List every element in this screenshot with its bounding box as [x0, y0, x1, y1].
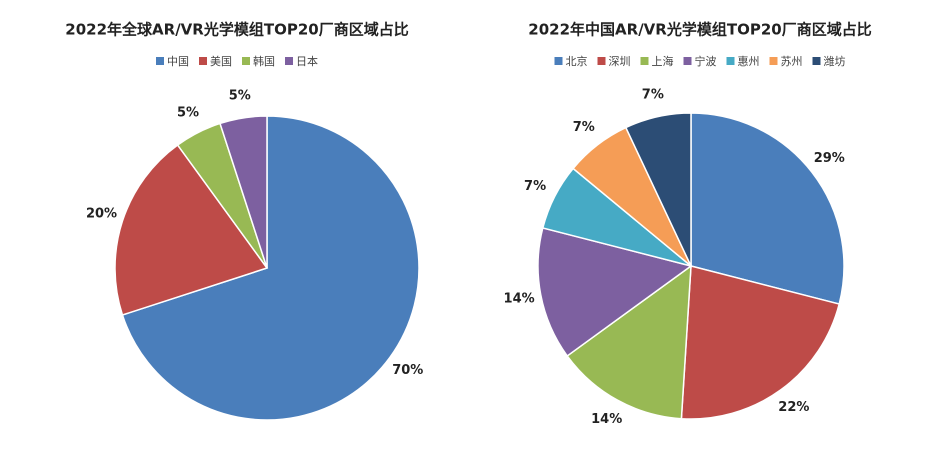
- legend-label: 宁波: [695, 54, 717, 68]
- pie-slice: [114, 143, 269, 316]
- pie-slice: [566, 264, 692, 420]
- legend-label: 潍坊: [824, 54, 846, 68]
- data-label: 20%: [86, 207, 117, 222]
- legend-label: 美国: [210, 55, 232, 68]
- legend-swatch: [285, 57, 293, 65]
- legend-swatch: [199, 57, 207, 65]
- data-label: 7%: [573, 120, 595, 135]
- data-label: 22%: [778, 400, 809, 415]
- data-label: 29%: [814, 151, 845, 166]
- pie-slice: [680, 265, 841, 420]
- pie-slice: [690, 112, 845, 305]
- legend-label: 苏州: [781, 55, 803, 68]
- legend-label: 韩国: [253, 54, 275, 68]
- chart-title: 2022年中国AR/VR光学模组TOP20厂商区域占比: [528, 21, 871, 39]
- data-label: 14%: [591, 412, 622, 427]
- legend-swatch: [812, 57, 821, 65]
- pie-slice: [537, 227, 693, 357]
- pie-slice: [219, 115, 268, 269]
- legend-swatch: [726, 57, 735, 65]
- data-label: 7%: [642, 88, 664, 103]
- pie-slice: [121, 115, 420, 421]
- legend-swatch: [156, 57, 164, 65]
- pie-slice: [624, 112, 692, 267]
- legend-swatch: [242, 57, 250, 65]
- legend-swatch: [640, 57, 649, 65]
- legend-label: 深圳: [609, 55, 631, 68]
- data-label: 5%: [177, 105, 199, 120]
- data-label: 5%: [229, 89, 251, 104]
- legend-swatch: [683, 57, 692, 65]
- legend-swatch: [769, 57, 778, 65]
- legend-label: 上海: [652, 54, 674, 68]
- legend-label: 惠州: [738, 54, 760, 68]
- legend-label: 日本: [296, 54, 318, 68]
- data-label: 14%: [504, 291, 535, 306]
- legend-swatch: [597, 57, 606, 65]
- legend-swatch: [554, 57, 563, 65]
- data-label: 7%: [524, 179, 546, 194]
- legend-label: 中国: [167, 55, 189, 68]
- legend-label: 北京: [566, 54, 588, 68]
- data-label: 70%: [392, 363, 423, 378]
- chart-title: 2022年全球AR/VR光学模组TOP20厂商区域占比: [65, 21, 408, 39]
